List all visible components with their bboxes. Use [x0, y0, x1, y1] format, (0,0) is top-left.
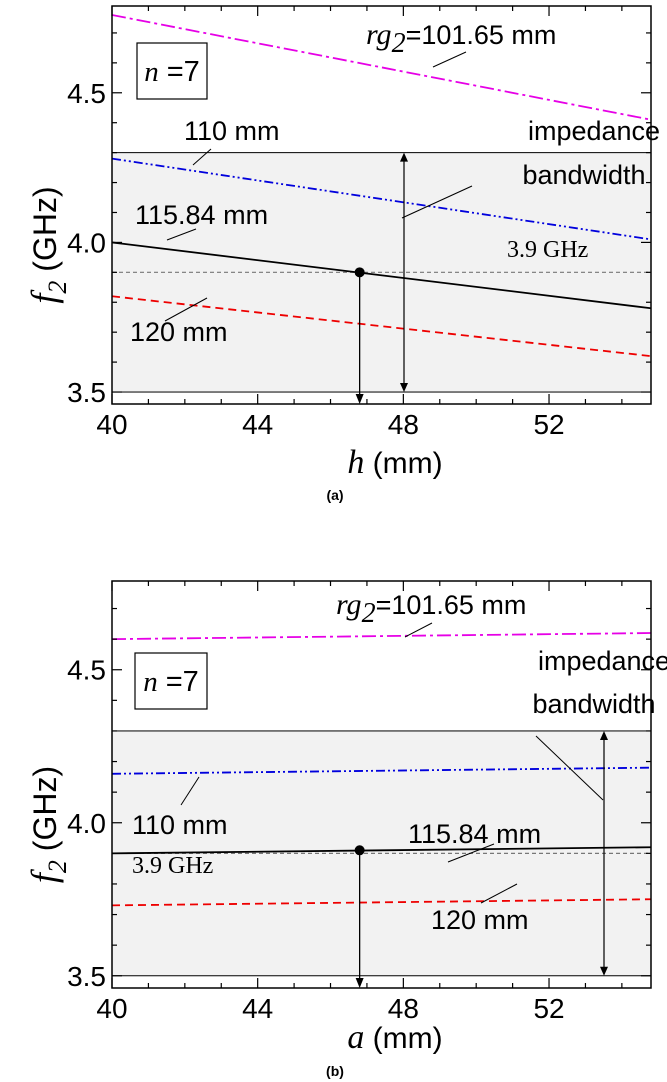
bandwidth-arrow-head-bottom: [600, 966, 608, 976]
series-leader-1: [180, 776, 200, 806]
plot-frame: [111, 5, 652, 405]
series-label-text: =101.65 mm: [376, 590, 527, 620]
panel-label: (b): [326, 1063, 344, 1079]
series-label-sub: 2: [362, 598, 376, 629]
x-axis-unit: (mm): [364, 1022, 442, 1055]
n-box-label: n =7: [144, 56, 200, 88]
x-axis-title: a (mm): [347, 1019, 442, 1056]
x-tick-label: 44: [242, 409, 273, 440]
series-leader-0: [432, 51, 467, 68]
x-axis-unit: (mm): [364, 447, 442, 480]
series-leader-1: [192, 148, 212, 166]
series-label-2: 115.84 mm: [408, 819, 541, 849]
reference-label: 3.9 GHz: [507, 237, 588, 263]
band-label-line1: impedance: [528, 116, 660, 146]
n-value: =7: [158, 666, 199, 698]
x-tick-label: 52: [533, 993, 564, 1024]
series-label-var: rg: [366, 18, 392, 51]
series-leader-0: [404, 622, 433, 638]
series-line-1: [112, 157, 651, 241]
series-line-2: [112, 846, 651, 855]
series-label-text: 110 mm: [184, 116, 280, 146]
y-tick-label: 3.5: [67, 961, 106, 992]
bandwidth-arrow-head-top: [600, 730, 608, 740]
marker-point: [354, 845, 365, 856]
series-label-2: 115.84 mm: [135, 200, 268, 230]
series-leader-3: [164, 297, 208, 322]
n-value: =7: [159, 56, 200, 88]
marker-arrow-head: [355, 978, 364, 988]
y-tick-label: 4.5: [67, 655, 106, 686]
n-var: n: [143, 666, 158, 698]
n-var: n: [144, 56, 159, 88]
series-label-1: 110 mm: [132, 810, 228, 840]
x-tick-label: 40: [96, 993, 127, 1024]
series-line-1: [112, 766, 651, 775]
x-tick-label: 40: [96, 409, 127, 440]
series-label-text: 110 mm: [132, 810, 228, 840]
y-axis-title: f2 (GHz): [24, 186, 72, 303]
y-tick-label: 4.5: [67, 78, 106, 109]
series-leader-3: [480, 883, 518, 904]
marker-point: [354, 267, 365, 278]
series-line-0: [112, 632, 651, 641]
series-label-1: 110 mm: [184, 116, 280, 146]
band-label-line1: impedance: [538, 646, 667, 676]
y-tick-label: 4.0: [67, 227, 106, 258]
bandwidth-arrow-head-top: [400, 152, 408, 162]
y-axis-sub: 2: [43, 281, 72, 294]
y-tick-label: 3.5: [67, 377, 106, 408]
series-label-3: 120 mm: [130, 317, 228, 347]
series-label-sub: 2: [392, 28, 406, 59]
x-axis-title: h (mm): [347, 444, 442, 481]
series-label-text: 120 mm: [130, 317, 228, 347]
n-box: [136, 42, 208, 100]
bandwidth-leader: [535, 735, 604, 801]
y-axis-unit: (GHz): [27, 766, 63, 860]
x-axis-var: h: [347, 444, 364, 481]
series-label-text: 115.84 mm: [135, 200, 268, 230]
series-leader-2: [166, 228, 197, 241]
series-line-0: [112, 14, 651, 121]
series-label-3: 120 mm: [431, 905, 529, 935]
x-axis-var: a: [347, 1019, 364, 1056]
plot-frame: [111, 580, 652, 989]
n-box-label: n =7: [143, 666, 199, 698]
series-leader-2: [447, 843, 495, 863]
series-label-text: 120 mm: [431, 905, 529, 935]
x-tick-label: 52: [533, 409, 564, 440]
y-tick-label: 4.0: [67, 808, 106, 839]
series-label-0: rg2=101.65 mm: [336, 588, 526, 629]
x-tick-label: 48: [388, 993, 419, 1024]
series-label-0: rg2=101.65 mm: [366, 18, 556, 59]
series-label-var: rg: [336, 588, 362, 621]
band-label-line2: bandwidth: [532, 689, 655, 719]
y-axis-unit: (GHz): [27, 186, 63, 280]
band-label-line2: bandwidth: [522, 160, 645, 190]
bandwidth-leader: [401, 185, 473, 219]
x-tick-label: 44: [242, 993, 273, 1024]
n-box: [134, 652, 208, 710]
y-axis-sub: 2: [43, 860, 72, 873]
series-label-text: 115.84 mm: [408, 819, 541, 849]
panel-label: (a): [326, 487, 343, 503]
x-tick-label: 48: [388, 409, 419, 440]
bandwidth-arrow-head-bottom: [400, 383, 408, 393]
marker-arrow-head: [355, 394, 364, 404]
reference-label: 3.9 GHz: [132, 853, 213, 879]
series-line-2: [112, 241, 651, 310]
series-label-text: =101.65 mm: [406, 20, 557, 50]
y-axis-title: f2 (GHz): [24, 766, 72, 883]
series-line-3: [112, 898, 651, 907]
